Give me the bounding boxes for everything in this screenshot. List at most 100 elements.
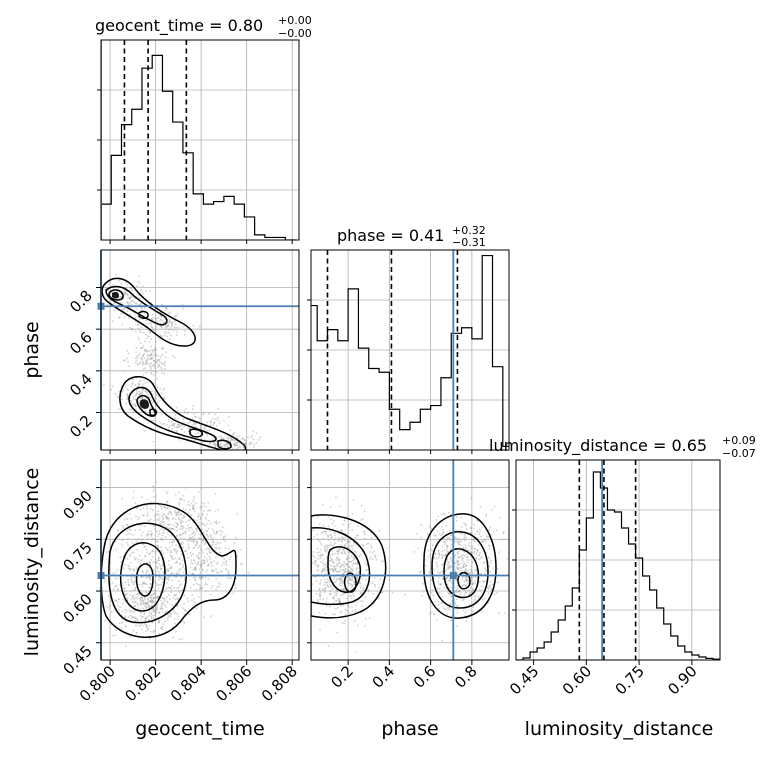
sample-point (319, 555, 322, 558)
sample-point (205, 571, 207, 573)
sample-point (433, 557, 436, 559)
sample-point (148, 364, 151, 367)
sample-point (212, 417, 215, 420)
sample-point (192, 498, 195, 500)
density-phase-geocent-time (101, 277, 247, 450)
sample-point (127, 567, 130, 570)
sample-point (142, 607, 145, 610)
sample-point (468, 542, 471, 544)
sample-point (150, 615, 153, 618)
sample-point (215, 533, 218, 535)
sample-point (140, 603, 142, 606)
sample-point (192, 504, 195, 507)
sample-point (458, 543, 460, 546)
sample-point (201, 569, 204, 572)
sample-point (327, 586, 330, 588)
sample-point (232, 438, 235, 441)
sample-point (222, 438, 225, 440)
sample-point (183, 579, 186, 582)
sample-point (185, 521, 187, 523)
sample-point (460, 517, 463, 519)
sample-point (212, 443, 215, 445)
sample-point (122, 388, 125, 391)
sample-point (473, 550, 476, 553)
sample-point (166, 323, 169, 325)
sample-point (129, 297, 132, 299)
sample-point (155, 562, 158, 565)
sample-point (317, 516, 319, 518)
sample-point (189, 551, 192, 554)
sample-point (171, 424, 173, 427)
sample-point (444, 554, 447, 557)
sample-point (404, 593, 406, 596)
sample-point (150, 318, 153, 321)
sample-point (156, 604, 158, 607)
sample-point (157, 359, 159, 362)
sample-point (168, 328, 171, 331)
sample-point (166, 507, 168, 510)
sample-point (161, 521, 164, 523)
sample-point (464, 555, 466, 557)
sample-point (440, 601, 443, 604)
sample-point (230, 437, 233, 440)
sample-point (142, 581, 145, 584)
sample-point (176, 426, 179, 429)
sample-point (323, 583, 326, 586)
sample-point (240, 563, 243, 565)
sample-point (155, 606, 158, 609)
sample-point (111, 582, 114, 584)
sample-point (353, 556, 356, 559)
sample-point (338, 598, 340, 600)
sample-point (481, 585, 483, 588)
sample-point (326, 534, 329, 536)
scatter-20 (101, 481, 250, 647)
sample-point (225, 441, 228, 444)
sample-point (171, 557, 174, 560)
sample-point (158, 578, 160, 581)
sample-point (347, 606, 350, 608)
sample-point (434, 613, 436, 616)
sample-point (355, 543, 357, 546)
sample-point (146, 515, 149, 517)
sample-point (162, 322, 165, 324)
sample-point (239, 444, 241, 447)
sample-point (99, 295, 101, 297)
sample-point (458, 541, 461, 544)
sample-point (150, 322, 152, 325)
sample-point (474, 582, 477, 585)
sample-point (139, 604, 142, 607)
sample-point (139, 391, 142, 394)
sample-point (174, 417, 177, 420)
sample-point (161, 372, 164, 374)
sample-point (135, 408, 137, 411)
sample-point (371, 558, 374, 561)
sample-point (336, 550, 338, 553)
sample-point (142, 344, 145, 347)
sample-point (161, 319, 164, 322)
sample-point (170, 612, 172, 615)
sample-point (146, 538, 149, 541)
sample-point (167, 569, 169, 571)
sample-point (388, 579, 391, 581)
sample-point (439, 583, 442, 586)
sample-point (467, 589, 470, 592)
sample-point (325, 570, 328, 573)
sample-point (201, 549, 204, 552)
sample-point (471, 560, 474, 563)
sample-point (464, 584, 467, 587)
sample-point (351, 606, 353, 609)
sample-point (156, 518, 159, 521)
sample-point (207, 563, 210, 566)
sample-point (150, 533, 153, 536)
sample-point (457, 542, 459, 544)
sample-point (464, 562, 466, 565)
sample-point (182, 607, 185, 609)
sample-point (333, 565, 336, 568)
sample-point (182, 620, 185, 623)
sample-point (436, 557, 438, 560)
sample-point (215, 546, 218, 549)
sample-point (154, 353, 157, 356)
sample-point (449, 593, 451, 596)
sample-point (239, 446, 241, 449)
sample-point (322, 587, 324, 590)
